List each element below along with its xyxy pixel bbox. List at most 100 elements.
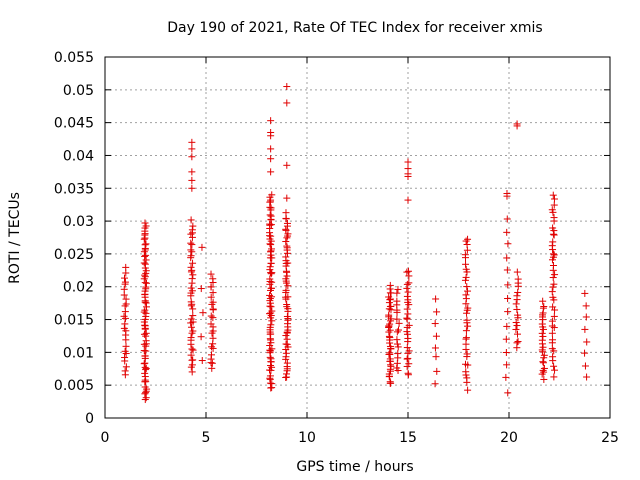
data-points xyxy=(120,83,591,404)
data-point xyxy=(431,320,439,328)
data-point xyxy=(394,350,402,358)
data-point xyxy=(189,312,197,320)
data-point xyxy=(550,195,558,203)
axis-ticks: 0 5 10 15 20 25 0 0.005 0.01 0.015 0.02 0.025 0.03 0.… xyxy=(54,50,619,446)
data-point xyxy=(121,354,129,362)
data-point xyxy=(581,362,589,370)
x-tick-label: 15 xyxy=(399,430,417,446)
data-point xyxy=(513,305,521,313)
y-tick-label: 0.02 xyxy=(63,280,94,296)
data-point xyxy=(539,343,547,351)
data-point xyxy=(209,275,217,283)
data-point xyxy=(197,333,205,341)
data-point xyxy=(393,336,401,344)
data-point xyxy=(403,284,411,292)
data-point xyxy=(209,314,217,322)
data-point xyxy=(513,292,521,300)
data-point xyxy=(267,212,275,220)
x-tick-label: 25 xyxy=(601,430,619,446)
data-point xyxy=(462,327,470,335)
data-point xyxy=(188,241,196,249)
y-tick-label: 0.05 xyxy=(63,83,94,99)
data-point xyxy=(404,267,412,275)
data-point xyxy=(267,168,275,176)
data-point xyxy=(549,336,557,344)
data-point xyxy=(283,234,291,242)
data-point xyxy=(464,386,472,394)
data-point xyxy=(581,325,589,333)
data-point xyxy=(267,155,275,163)
data-point xyxy=(581,289,589,297)
data-point xyxy=(284,293,292,301)
data-point xyxy=(187,230,195,238)
data-point xyxy=(266,220,274,228)
data-point xyxy=(513,268,521,276)
data-point xyxy=(432,353,440,361)
data-point xyxy=(461,251,469,259)
data-point xyxy=(514,338,522,346)
data-point xyxy=(188,275,196,283)
data-point xyxy=(463,374,471,382)
data-point xyxy=(209,298,217,306)
data-point xyxy=(502,348,510,356)
data-point xyxy=(503,361,511,369)
data-point xyxy=(463,283,471,291)
data-point xyxy=(550,280,558,288)
data-point xyxy=(551,366,559,374)
data-point xyxy=(266,275,274,283)
chart-title: Day 190 of 2021, Rate Of TEC Index for r… xyxy=(167,20,542,36)
data-point xyxy=(433,367,441,375)
data-point xyxy=(282,374,290,382)
data-point xyxy=(209,334,217,342)
data-point xyxy=(189,271,197,279)
data-point xyxy=(538,329,546,337)
data-point xyxy=(551,271,559,279)
data-point xyxy=(540,364,548,372)
data-point xyxy=(189,356,197,364)
data-point xyxy=(387,302,395,310)
data-point xyxy=(141,373,149,381)
data-point xyxy=(504,240,512,248)
data-point xyxy=(464,304,472,312)
data-point xyxy=(207,293,215,301)
data-point xyxy=(394,285,402,293)
data-point xyxy=(122,263,130,271)
data-point xyxy=(550,214,558,222)
data-point xyxy=(432,332,440,340)
data-point xyxy=(549,191,557,199)
data-point xyxy=(187,216,195,224)
data-point xyxy=(142,222,150,230)
data-point xyxy=(461,276,469,284)
data-point xyxy=(549,261,557,269)
data-point xyxy=(386,378,394,386)
data-point xyxy=(120,285,128,293)
data-point xyxy=(404,369,412,377)
data-point xyxy=(141,241,149,249)
data-point xyxy=(187,351,195,359)
data-point xyxy=(405,360,413,368)
data-point xyxy=(540,375,548,383)
data-point xyxy=(549,230,557,238)
data-point xyxy=(503,254,511,262)
data-point xyxy=(142,283,150,291)
x-tick-label: 0 xyxy=(101,430,110,446)
data-point xyxy=(503,192,511,200)
data-point xyxy=(514,275,522,283)
data-point xyxy=(513,330,521,338)
data-point xyxy=(189,318,197,326)
data-point xyxy=(207,270,215,278)
data-point xyxy=(283,359,291,367)
data-point xyxy=(267,241,275,249)
data-point xyxy=(188,176,196,184)
data-point xyxy=(187,315,195,323)
data-point xyxy=(463,350,471,358)
data-point xyxy=(189,305,197,313)
data-point xyxy=(207,320,215,328)
data-point xyxy=(540,351,548,359)
data-point xyxy=(539,358,547,366)
data-point xyxy=(404,288,412,296)
data-point xyxy=(267,248,275,256)
data-point xyxy=(142,279,150,287)
data-point xyxy=(513,122,521,130)
